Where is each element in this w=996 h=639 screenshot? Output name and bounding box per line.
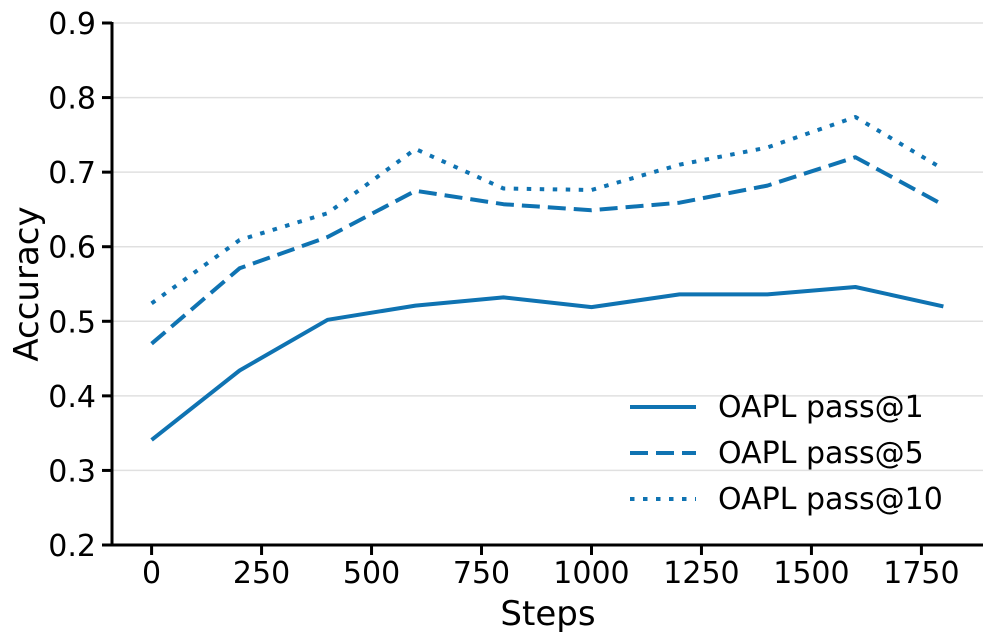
x-tick-label: 1250 — [663, 556, 739, 591]
legend-line-sample-dashed — [630, 451, 696, 455]
legend-label: OAPL pass@1 — [718, 389, 924, 425]
axes-spines-ticks — [102, 21, 983, 555]
series-line-dotted — [150, 115, 945, 306]
x-tick-label: 1500 — [773, 556, 849, 591]
y-tick-label: 0.8 — [48, 82, 96, 117]
series-line-dashed — [150, 155, 945, 346]
x-axis-label: Steps — [500, 594, 596, 634]
series-line-solid — [150, 285, 944, 442]
tick-labels: 0.2 0.3 0.4 0.5 0.6 0.7 0.8 0.9 0 250 500 750 1000 12… — [48, 7, 959, 591]
legend-item-pass5: OAPL pass@5 — [628, 430, 943, 476]
legend: OAPL pass@1 OAPL pass@5 OAPL pass@10 — [628, 384, 943, 522]
y-tick-label: 0.5 — [48, 305, 96, 340]
y-tick-label: 0.4 — [48, 380, 96, 415]
y-tick-label: 0.3 — [48, 454, 96, 489]
y-tick-label: 0.2 — [48, 529, 96, 564]
legend-line-sample-dotted — [630, 497, 696, 501]
x-tick-label: 0 — [142, 556, 161, 591]
legend-line-sample-solid — [630, 405, 696, 409]
legend-label: OAPL pass@5 — [718, 435, 924, 471]
y-tick-label: 0.7 — [48, 156, 96, 191]
legend-item-pass10: OAPL pass@10 — [628, 476, 943, 522]
x-tick-label: 1750 — [883, 556, 959, 591]
x-tick-label: 1000 — [553, 556, 629, 591]
x-tick-label: 500 — [343, 556, 400, 591]
legend-label: OAPL pass@10 — [718, 481, 943, 517]
gridlines — [112, 22, 983, 546]
y-tick-label: 0.9 — [48, 7, 96, 42]
y-tick-label: 0.6 — [48, 231, 96, 266]
x-tick-label: 250 — [233, 556, 290, 591]
x-tick-label: 750 — [453, 556, 510, 591]
series-lines — [150, 115, 945, 442]
legend-item-pass1: OAPL pass@1 — [628, 384, 943, 430]
y-axis-label: Accuracy — [7, 206, 47, 362]
